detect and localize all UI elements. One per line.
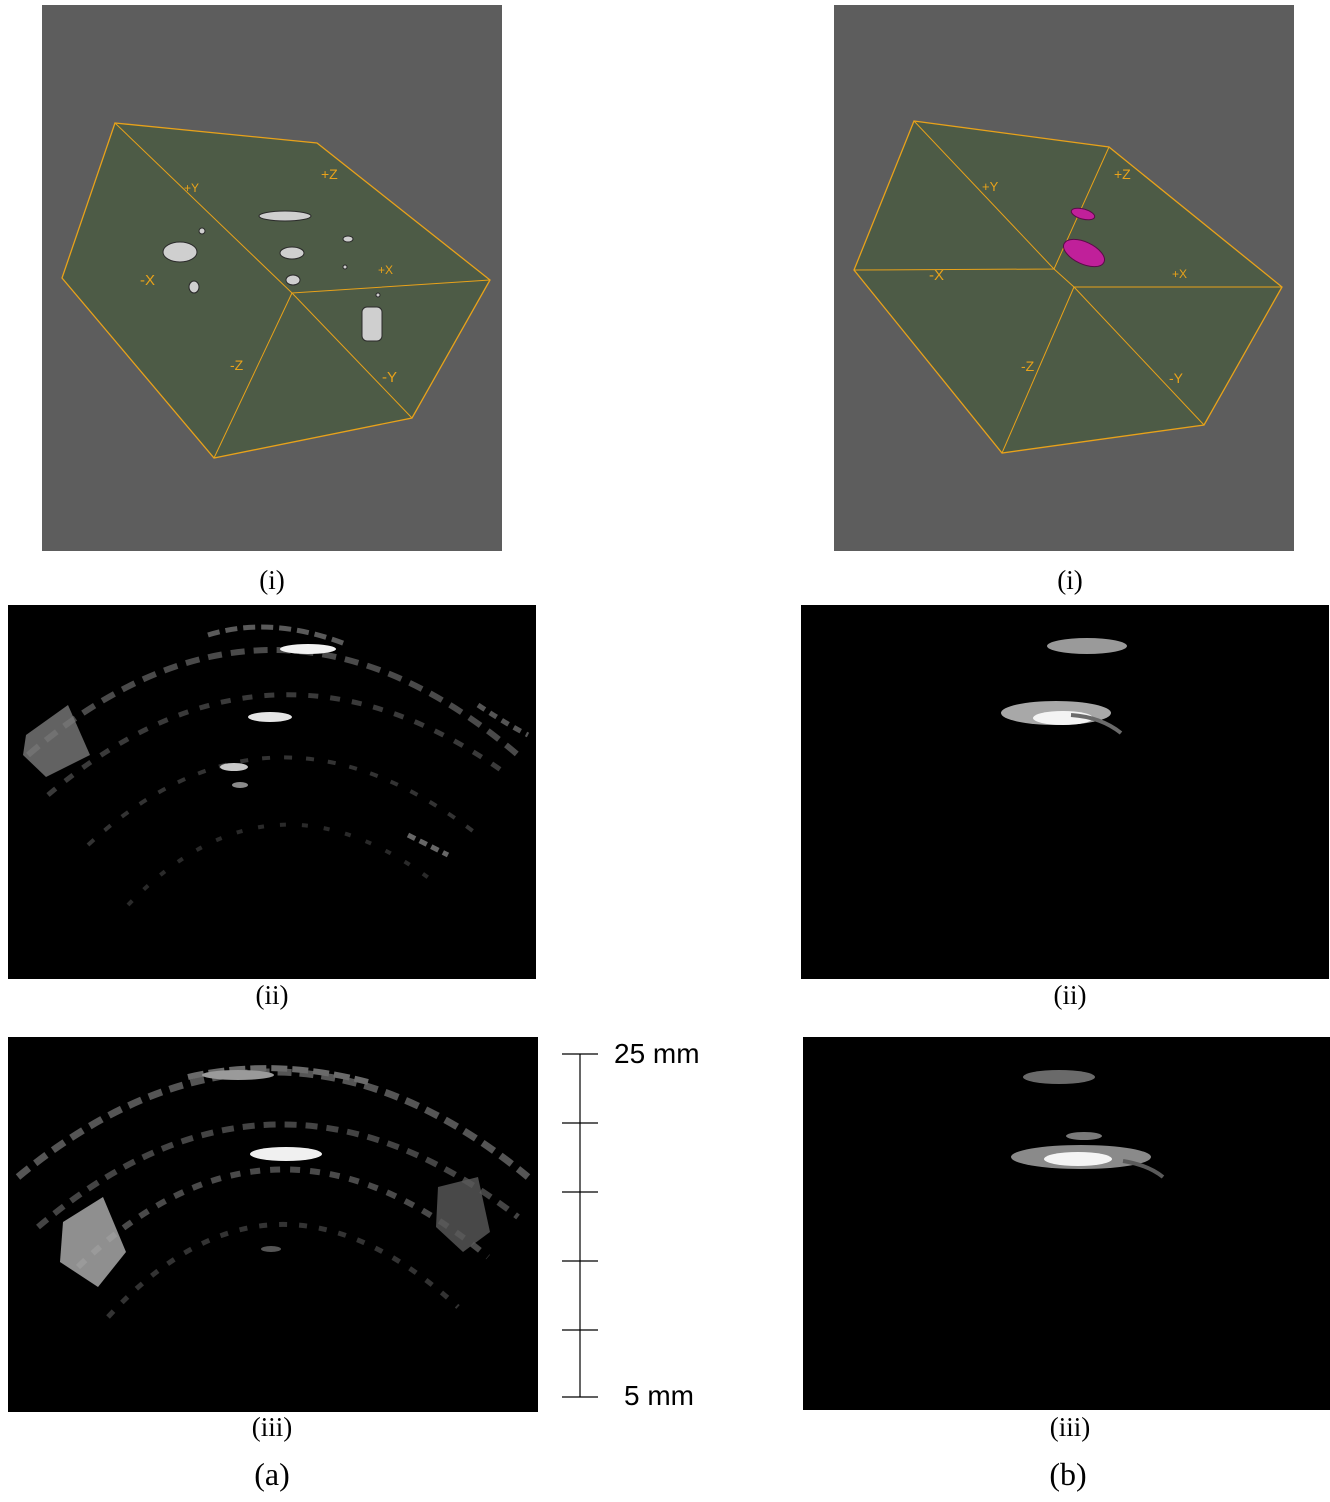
axis-label-minus-y: -Y: [1169, 370, 1184, 386]
bright-inclusion: [220, 763, 248, 771]
speckle-blob: [285, 274, 301, 286]
axis-label-plus-x: +X: [1172, 267, 1187, 281]
column-label-a: (a): [254, 1456, 290, 1492]
speckle-arc: [46, 692, 510, 797]
speckle-blob: [258, 210, 312, 222]
axis-label-plus-y: +Y: [184, 181, 199, 195]
speckle-pattern-a-ii: [23, 624, 530, 907]
inclusion-echo: [1047, 638, 1127, 654]
speckle-blob: [361, 306, 383, 342]
box-edge-bottom: [1001, 286, 1075, 454]
caption-b-iii: (iii): [1049, 1412, 1091, 1442]
axis-label-minus-z: -Z: [230, 357, 244, 373]
target-inclusion-large: [1063, 238, 1105, 268]
speckle-blob: [375, 292, 381, 298]
bright-inclusion: [232, 782, 248, 788]
reconstructed-speckle-group: [162, 210, 383, 342]
ultrasound-slice-a-ii: [8, 605, 536, 979]
axis-label-minus-z: -Z: [1021, 358, 1035, 374]
caption-a-iii: (iii): [251, 1412, 293, 1442]
bright-inclusion: [202, 1070, 274, 1080]
speckle-blob: [342, 235, 354, 243]
axis-label-minus-x: -X: [929, 267, 944, 284]
inclusion-pattern-b-iii: [1011, 1070, 1165, 1179]
inclusion-echo-core: [1044, 1152, 1112, 1166]
axis-label-minus-y: -Y: [382, 369, 397, 386]
caption-a-i: (i): [259, 565, 285, 595]
box-edge-right: [1073, 286, 1205, 426]
speckle-arc: [75, 1166, 490, 1270]
scale-bar-ticks: [562, 1053, 598, 1398]
speckle-blob: [162, 241, 198, 263]
ultrasound-slice-b-ii: [801, 605, 1329, 979]
scale-label-bottom: 5 mm: [624, 1380, 694, 1411]
bright-inclusion: [261, 1246, 281, 1252]
speckle-arc: [187, 1065, 369, 1085]
edge-speckle-cluster: [436, 1177, 490, 1252]
speckle-blob: [198, 227, 206, 235]
bright-inclusion: [248, 712, 292, 722]
box-edge-right: [291, 292, 413, 419]
speckle-arc: [406, 832, 450, 858]
ultrasound-slice-a-iii: [8, 1037, 538, 1412]
render-3d-panel-b: +Y +Z -X +X -Z -Y: [834, 5, 1294, 551]
axis-label-plus-y: +Y: [982, 179, 999, 194]
box-silhouette: [61, 122, 491, 459]
caption-b-i: (i): [1057, 565, 1083, 595]
caption-b-ii: (ii): [1053, 980, 1087, 1010]
edge-speckle-cluster: [60, 1197, 126, 1287]
inclusion-echo: [1066, 1132, 1102, 1140]
speckle-arc: [36, 1121, 520, 1230]
inclusion-pattern-b-ii: [1001, 638, 1127, 735]
volume-box-a: +Y +Z -X +X -Z -Y: [61, 122, 491, 459]
speckle-arc: [126, 822, 440, 907]
bright-inclusion: [250, 1147, 322, 1161]
bright-inclusion: [280, 644, 336, 654]
speckle-arc: [15, 1068, 531, 1180]
inclusion-tail: [1070, 713, 1123, 735]
depth-scale-bar: [560, 1052, 600, 1402]
speckle-pattern-a-iii: [15, 1065, 531, 1319]
inclusion-tail: [1122, 1159, 1165, 1179]
speckle-arc: [476, 702, 530, 738]
scale-label-top: 25 mm: [614, 1038, 700, 1069]
ultrasound-slice-b-iii: [803, 1037, 1330, 1410]
axis-label-plus-z: +Z: [1114, 166, 1131, 182]
edge-speckle-cluster: [23, 705, 90, 777]
speckle-blob: [188, 280, 200, 294]
speckle-arc: [106, 1222, 460, 1319]
box-edge-bottom: [213, 292, 293, 459]
speckle-blob: [342, 264, 348, 270]
inclusion-echo: [1023, 1070, 1095, 1084]
speckle-arc: [207, 624, 349, 648]
box-edge-back: [1053, 146, 1110, 270]
axis-label-plus-x: +X: [378, 263, 393, 277]
speckle-blob: [279, 246, 305, 260]
caption-a-ii: (ii): [255, 980, 289, 1010]
axis-label-plus-z: +Z: [321, 166, 338, 182]
box-edge-center: [1053, 268, 1075, 288]
target-inclusion-small: [1070, 207, 1096, 221]
column-label-b: (b): [1049, 1456, 1087, 1492]
volume-box-b: +Y +Z -X +X -Z -Y: [853, 120, 1283, 454]
speckle-arc: [26, 647, 520, 758]
axis-label-minus-x: -X: [140, 272, 155, 289]
render-3d-panel-a: +Y +Z -X +X -Z -Y: [42, 5, 502, 551]
speckle-arc: [86, 755, 480, 847]
